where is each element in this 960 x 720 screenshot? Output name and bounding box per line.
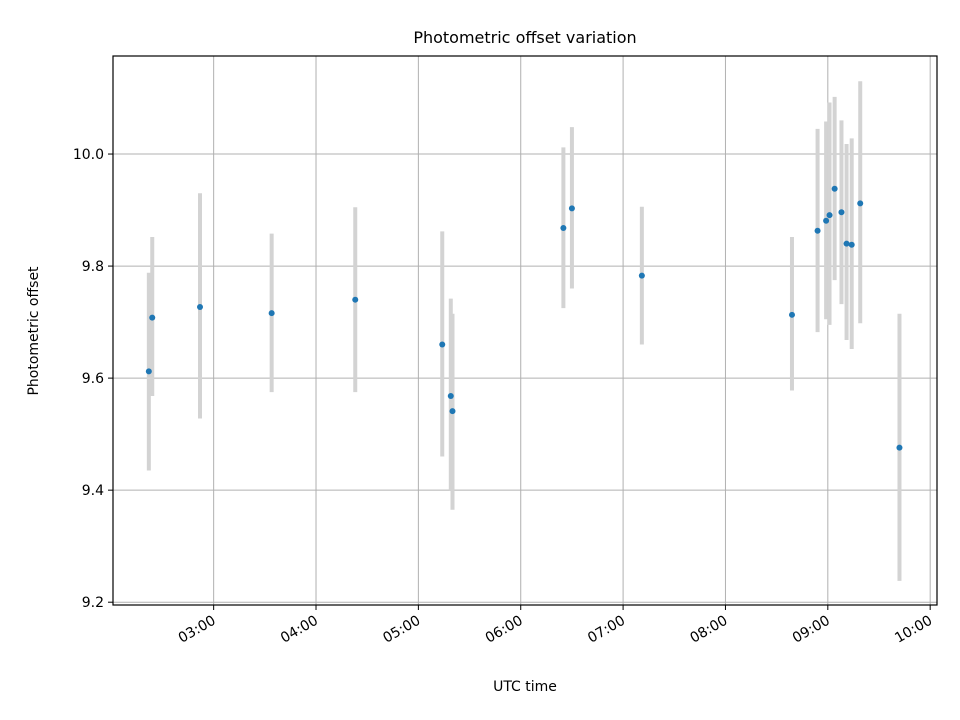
y-tick-label: 9.2 bbox=[82, 595, 104, 611]
data-point bbox=[197, 303, 204, 310]
data-point bbox=[638, 272, 645, 279]
y-tick-label: 9.4 bbox=[82, 483, 104, 499]
data-point bbox=[145, 368, 152, 375]
x-axis-label: UTC time bbox=[493, 679, 557, 695]
data-point bbox=[568, 205, 575, 212]
data-point bbox=[560, 224, 567, 231]
data-point bbox=[896, 444, 903, 451]
y-axis-ticks: 9.2 9.4 9.6 9.8 10.0 bbox=[73, 147, 113, 611]
plot-frame bbox=[112, 55, 938, 606]
data-point bbox=[149, 314, 156, 321]
y-tick-label: 9.6 bbox=[82, 371, 104, 387]
data-point bbox=[788, 311, 795, 318]
data-markers bbox=[145, 185, 903, 451]
y-tick-label: 10.0 bbox=[73, 147, 104, 163]
data-point bbox=[268, 310, 275, 317]
data-point bbox=[447, 393, 454, 400]
data-point bbox=[838, 209, 845, 216]
data-point bbox=[449, 408, 456, 415]
data-point bbox=[823, 217, 830, 224]
data-point bbox=[439, 341, 446, 348]
grid bbox=[113, 56, 937, 605]
y-tick-label: 9.8 bbox=[82, 259, 104, 275]
y-axis-label: Photometric offset bbox=[26, 266, 42, 396]
data-point bbox=[814, 227, 821, 234]
data-point bbox=[826, 212, 833, 219]
data-point bbox=[352, 296, 359, 303]
chart-title: Photometric offset variation bbox=[413, 28, 636, 47]
data-point bbox=[831, 185, 838, 192]
data-point bbox=[857, 200, 864, 207]
data-point bbox=[843, 240, 850, 247]
data-point bbox=[848, 241, 855, 248]
